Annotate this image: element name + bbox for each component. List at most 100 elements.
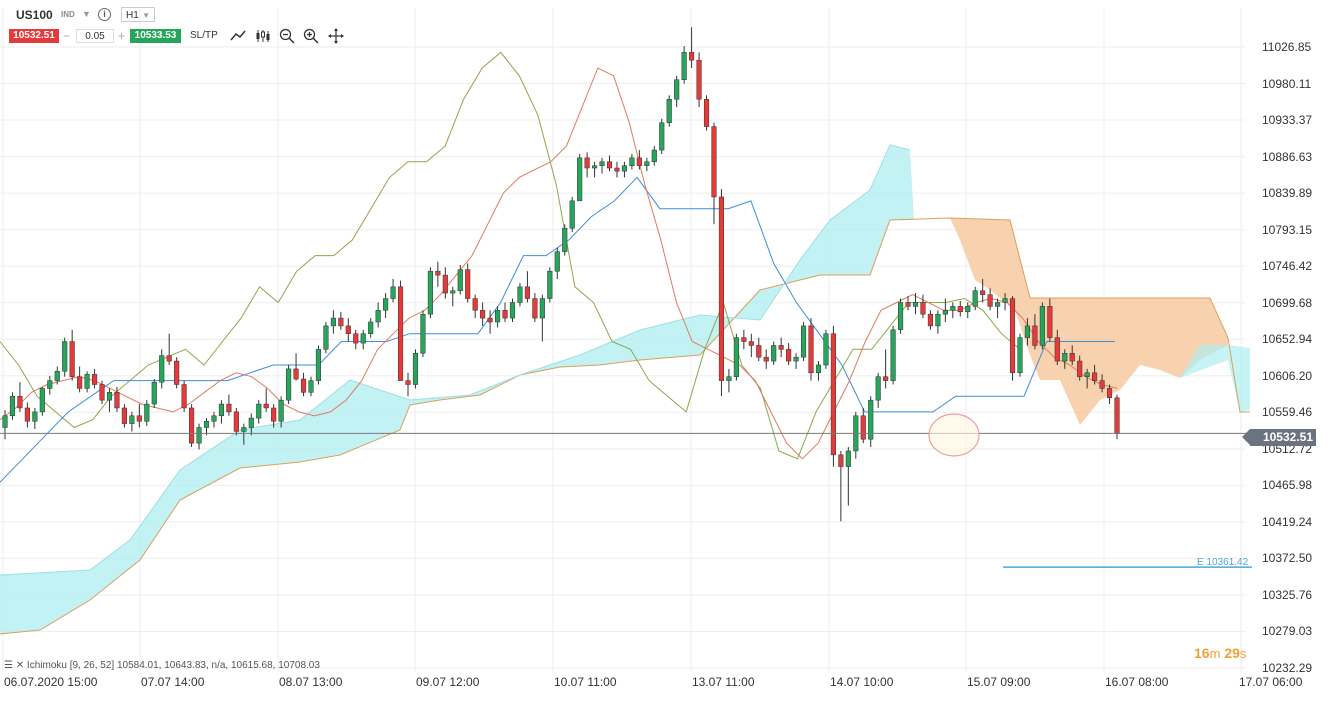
chart-toolbar: US100 IND ▼ i H1 ▼ 10532.51 − 0.05 + 1053… — [0, 0, 420, 50]
candle-body — [47, 380, 53, 389]
time-tick-label: 13.07 11:00 — [692, 675, 755, 689]
crosshair-icon[interactable] — [328, 28, 344, 44]
price-tick-label: 10933.37 — [1262, 113, 1313, 128]
candle-body — [845, 450, 851, 467]
candle — [353, 329, 359, 350]
candle — [1084, 368, 1090, 389]
candle-body — [674, 79, 680, 100]
menu-icon[interactable]: ☰ — [4, 660, 13, 671]
chart-type-icon[interactable] — [255, 28, 271, 44]
candle-body — [696, 59, 702, 100]
sell-price-button[interactable]: 10532.51 — [9, 29, 59, 43]
candle-body — [1077, 360, 1083, 377]
candle-body — [211, 415, 217, 422]
time-tick-label: 10.07 11:00 — [554, 675, 617, 689]
candle-body — [196, 427, 202, 444]
candle — [547, 267, 553, 303]
candle — [69, 329, 75, 381]
candle — [606, 155, 613, 172]
candle — [1002, 293, 1008, 311]
candle-body — [517, 286, 523, 303]
candle — [539, 294, 545, 342]
chart-grid — [0, 8, 1245, 672]
candle — [659, 118, 665, 154]
candle-body — [412, 353, 419, 385]
candle-body — [786, 349, 792, 362]
candle — [144, 400, 150, 426]
candle-body — [32, 411, 38, 422]
candle-body — [315, 349, 322, 381]
candle — [621, 161, 627, 178]
candle-body — [629, 157, 635, 166]
price-tick-label: 10652.94 — [1262, 332, 1313, 347]
candle-body — [330, 317, 336, 327]
lot-size-input[interactable]: 0.05 — [76, 29, 114, 43]
candle — [1114, 394, 1120, 440]
candle — [368, 318, 374, 338]
chart-overlays — [0, 413, 1252, 568]
candle-body — [599, 161, 605, 166]
candle-body — [69, 341, 75, 377]
candle-body — [286, 368, 292, 401]
indicator-legend[interactable]: ☰ ✕ Ichimoku [9, 26, 52] 10584.01, 10643… — [4, 660, 320, 671]
candle — [868, 396, 874, 448]
lot-increase-button[interactable]: + — [118, 29, 126, 43]
candle-body — [703, 98, 710, 127]
time-tick-label: 07.07 14:00 — [141, 675, 205, 689]
candle — [599, 157, 605, 174]
candle — [830, 325, 836, 467]
candle-body — [233, 411, 239, 432]
candle-body — [1054, 337, 1060, 362]
candle — [509, 298, 516, 322]
candle — [972, 286, 978, 311]
candle — [726, 368, 732, 393]
close-icon[interactable]: ✕ — [15, 660, 25, 671]
candle-body — [636, 157, 642, 166]
candle — [196, 423, 202, 450]
highlight-ellipse[interactable] — [928, 413, 980, 457]
symbol-name[interactable]: US100 — [16, 8, 53, 22]
candle — [480, 302, 486, 326]
senkou-span-b — [0, 217, 1250, 635]
candle-body — [1009, 298, 1016, 374]
order-line-label[interactable]: E 10361.42 — [1197, 557, 1249, 568]
zoom-out-icon[interactable] — [279, 28, 295, 44]
candle — [823, 329, 829, 369]
candle — [517, 282, 523, 307]
candle-body — [808, 325, 814, 374]
candle-body — [1002, 298, 1008, 303]
price-tick-label: 10886.63 — [1262, 149, 1313, 164]
candle-body — [726, 376, 732, 381]
candle — [935, 310, 941, 334]
candle — [390, 279, 396, 303]
buy-price-button[interactable]: 10533.53 — [130, 29, 181, 43]
trend-line-icon[interactable] — [230, 28, 246, 44]
candle-body — [405, 380, 411, 385]
candle — [495, 306, 501, 328]
candle — [420, 310, 426, 358]
candle — [457, 264, 463, 295]
candle — [487, 310, 493, 334]
candle-body — [957, 306, 963, 313]
candle-body — [800, 325, 807, 358]
symbol-dropdown-icon[interactable]: ▼ — [82, 9, 91, 19]
timeframe-select[interactable]: H1 ▼ — [121, 7, 155, 22]
candle-body — [1106, 388, 1113, 399]
candle — [733, 333, 739, 381]
candle — [554, 247, 560, 280]
lot-decrease-button[interactable]: − — [63, 29, 71, 43]
candle-body — [218, 403, 224, 417]
candle-body — [166, 355, 172, 362]
candle-body — [390, 286, 396, 299]
candle — [815, 361, 822, 381]
current-price-marker: 10532.51 — [1242, 429, 1316, 446]
price-tick-label: 10465.98 — [1262, 478, 1313, 493]
zoom-in-icon[interactable] — [303, 28, 319, 44]
info-icon[interactable]: i — [98, 8, 111, 21]
candle — [338, 311, 344, 330]
sl-tp-button[interactable]: SL/TP — [190, 30, 218, 41]
candle-body — [890, 329, 896, 381]
candle — [271, 404, 277, 428]
candle-body — [174, 360, 180, 385]
